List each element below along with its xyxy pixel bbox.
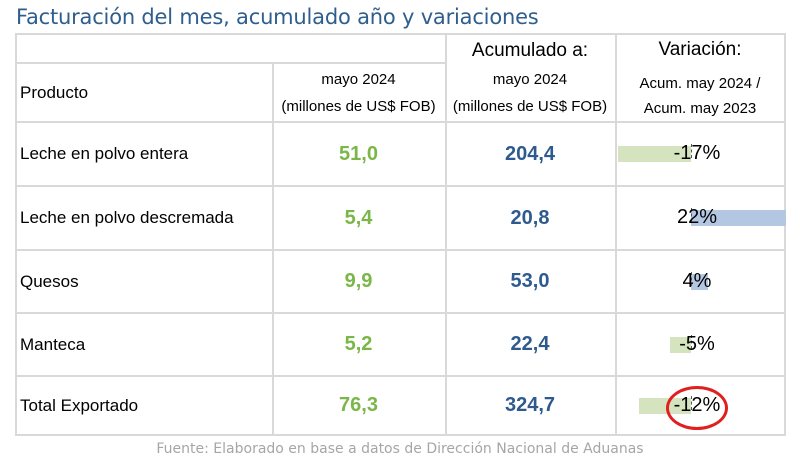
month-value: 9,9: [272, 251, 445, 312]
header-variation-line2: Acum. may 2023: [643, 100, 757, 117]
variation-bar: [669, 336, 691, 353]
header-producto: Producto: [15, 64, 272, 121]
row-divider-2: [15, 249, 786, 251]
accum-value-text: 53,0: [510, 270, 550, 292]
month-value: 5,2: [272, 314, 445, 375]
table-border-bottom: [15, 434, 786, 436]
product-name: Leche en polvo entera: [15, 123, 272, 185]
product-name-text: Leche en polvo descremada: [20, 208, 234, 227]
billing-table: Producto mayo 2024 (millones de US$ FOB)…: [15, 33, 786, 436]
product-name-text: Manteca: [20, 334, 86, 354]
product-name-text: Leche en polvo entera: [20, 144, 189, 163]
highlight-circle: [666, 385, 728, 430]
month-value-text: 5,2: [344, 333, 373, 355]
variation-bar: [617, 146, 691, 162]
variation-axis: [691, 144, 693, 158]
col-divider-2: [445, 33, 447, 436]
header-variation-top: Variación:: [658, 39, 742, 60]
col-divider-1: [272, 62, 274, 436]
month-value-text: 9,9: [344, 270, 373, 292]
accum-value: 204,4: [445, 123, 615, 185]
header-variation-line1: Acum. may 2024 /: [639, 75, 761, 92]
header-accum-line2: (millones de US$ FOB): [452, 98, 608, 115]
variation-axis: [691, 271, 693, 286]
month-value-text: 51,0: [339, 142, 378, 165]
accum-value: 53,0: [445, 251, 615, 312]
month-value-text: 76,3: [339, 394, 378, 416]
product-name-text: Total Exportado: [20, 395, 139, 415]
accum-value-text: 20,8: [510, 206, 550, 229]
header-accum: Acumulado a: mayo 2024 (millones de US$ …: [445, 35, 615, 121]
variation-axis: [691, 208, 693, 222]
month-value: 5,4: [272, 187, 445, 249]
variation-bar: [691, 273, 709, 290]
accum-value: 324,7: [445, 377, 615, 434]
product-name: Total Exportado: [15, 377, 272, 434]
col-divider-3: [615, 33, 617, 436]
accum-value: 20,8: [445, 187, 615, 249]
header-month: mayo 2024 (millones de US$ FOB): [272, 64, 445, 121]
accum-value-text: 22,4: [510, 333, 550, 355]
header-accum-line1: mayo 2024: [492, 71, 568, 88]
header-divider-1: [15, 62, 445, 64]
product-name: Manteca: [15, 314, 272, 375]
table-border-right: [784, 33, 786, 436]
variation-value: -17%: [673, 142, 721, 164]
table-border-top: [15, 33, 786, 35]
header-month-line1: mayo 2024: [321, 70, 396, 88]
header-accum-top: Acumulado a:: [471, 40, 589, 61]
variation-axis: [691, 334, 693, 349]
row-divider-3: [15, 312, 786, 314]
row-divider-1: [15, 185, 786, 187]
header-variation: Variación: Acum. may 2024 / Acum. may 20…: [615, 35, 785, 121]
month-value: 76,3: [272, 377, 445, 434]
month-value-text: 5,4: [344, 206, 373, 229]
product-name-text: Quesos: [20, 271, 79, 291]
accum-value-text: 204,4: [504, 142, 556, 165]
product-name: Leche en polvo descremada: [15, 187, 272, 249]
month-value: 51,0: [272, 123, 445, 185]
row-divider-4: [15, 375, 786, 377]
accum-value: 22,4: [445, 314, 615, 375]
header-month-line2: (millones de US$ FOB): [281, 97, 436, 115]
header-producto-label: Producto: [20, 82, 89, 102]
product-name: Quesos: [15, 251, 272, 312]
source-note: Fuente: Elaborado en base a datos de Dir…: [156, 441, 644, 457]
variation-bar: [691, 210, 786, 226]
variation-value: -5%: [679, 332, 715, 355]
variation-value: 4%: [682, 269, 712, 292]
table-border-left: [15, 33, 17, 436]
header-divider-2: [15, 121, 786, 123]
accum-value-text: 324,7: [504, 394, 556, 416]
variation-value: 22%: [676, 206, 718, 228]
page-title: Facturación del mes, acumulado año y var…: [16, 5, 539, 29]
